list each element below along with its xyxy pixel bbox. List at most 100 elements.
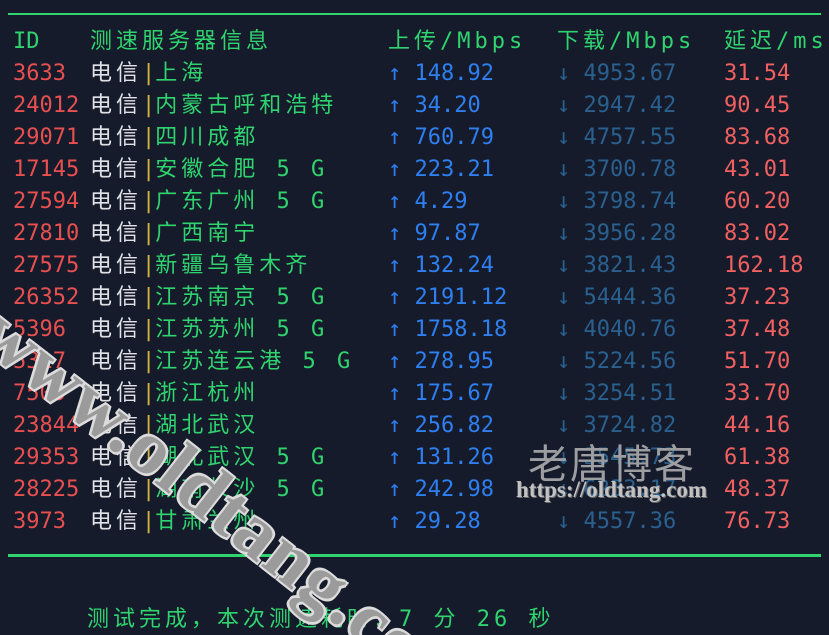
table-row: 7509 电信|浙江杭州 ↑ 175.67 ↓ 3254.51 33.70 bbox=[0, 378, 829, 410]
row-carrier: 电信 bbox=[90, 445, 143, 470]
row-latency: 162.18 bbox=[724, 253, 804, 278]
table-row: 3633 电信|上海 ↑ 148.92 ↓ 4953.67 31.54 bbox=[0, 58, 829, 90]
row-upload: ↑ 1758.18 bbox=[388, 317, 508, 342]
row-server: 电信|湖南长沙 5 G bbox=[90, 474, 328, 506]
row-download: ↓ 5444.36 bbox=[557, 285, 677, 310]
row-upload: ↑ 223.21 bbox=[388, 157, 494, 182]
row-download: ↓ 2947.42 bbox=[557, 93, 677, 118]
row-location: 四川成都 bbox=[155, 125, 260, 150]
row-carrier: 电信 bbox=[90, 61, 143, 86]
row-carrier: 电信 bbox=[90, 381, 143, 406]
row-latency: 51.70 bbox=[724, 349, 791, 374]
carrier-location-separator: | bbox=[142, 381, 156, 406]
row-server: 电信|四川成都 bbox=[90, 122, 259, 154]
row-download: ↓ 5224.56 bbox=[557, 349, 677, 374]
row-server: 电信|上海 bbox=[90, 58, 207, 90]
row-id: 28225 bbox=[13, 477, 80, 502]
row-latency: 60.20 bbox=[724, 189, 791, 214]
row-upload: ↑ 278.95 bbox=[388, 349, 494, 374]
table-header: ID 测速服务器信息 上传/Mbps 下载/Mbps 延迟/ms bbox=[0, 26, 829, 58]
row-latency: 48.37 bbox=[724, 477, 791, 502]
row-location: 新疆乌鲁木齐 bbox=[155, 253, 312, 278]
carrier-location-separator: | bbox=[142, 477, 156, 502]
row-location: 上海 bbox=[155, 61, 208, 86]
table-row: 3973 电信|甘肃兰州 ↑ 29.28 ↓ 4557.36 76.73 bbox=[0, 506, 829, 538]
table-row: 5396 电信|江苏苏州 5 G ↑ 1758.18 ↓ 4040.76 37.48 bbox=[0, 314, 829, 346]
row-carrier: 电信 bbox=[90, 413, 143, 438]
row-carrier: 电信 bbox=[90, 317, 143, 342]
carrier-location-separator: | bbox=[142, 157, 156, 182]
row-location: 内蒙古呼和浩特 bbox=[155, 93, 338, 118]
row-id: 27810 bbox=[13, 221, 80, 246]
row-download: ↓ 3700.78 bbox=[557, 157, 677, 182]
header-id: ID bbox=[13, 29, 40, 54]
table-row: 24012 电信|内蒙古呼和浩特 ↑ 34.20 ↓ 2947.42 90.45 bbox=[0, 90, 829, 122]
row-location: 浙江杭州 bbox=[155, 381, 260, 406]
row-server: 电信|江苏南京 5 G bbox=[90, 282, 328, 314]
row-server: 电信|江苏苏州 5 G bbox=[90, 314, 328, 346]
row-carrier: 电信 bbox=[90, 93, 143, 118]
row-id: 3973 bbox=[13, 509, 66, 534]
row-server: 电信|湖北武汉 5 G bbox=[90, 442, 328, 474]
row-carrier: 电信 bbox=[90, 221, 143, 246]
row-download: ↓ 4953.67 bbox=[557, 61, 677, 86]
row-server: 电信|广东广州 5 G bbox=[90, 186, 328, 218]
row-server: 电信|湖北武汉 bbox=[90, 410, 259, 442]
row-download: ↓ 3821.43 bbox=[557, 253, 677, 278]
row-carrier: 电信 bbox=[90, 477, 143, 502]
row-carrier: 电信 bbox=[90, 509, 143, 534]
divider-top bbox=[8, 13, 821, 15]
row-download: ↓ 6233.17 bbox=[557, 477, 677, 502]
row-id: 17145 bbox=[13, 157, 80, 182]
row-carrier: 电信 bbox=[90, 189, 143, 214]
row-download: ↓ 3798.74 bbox=[557, 189, 677, 214]
row-upload: ↑ 148.92 bbox=[388, 61, 494, 86]
row-id: 26352 bbox=[13, 285, 80, 310]
carrier-location-separator: | bbox=[142, 509, 156, 534]
row-id: 24012 bbox=[13, 93, 80, 118]
carrier-location-separator: | bbox=[142, 445, 156, 470]
row-id: 23844 bbox=[13, 413, 80, 438]
carrier-location-separator: | bbox=[142, 285, 156, 310]
row-upload: ↑ 97.87 bbox=[388, 221, 481, 246]
row-upload: ↑ 760.79 bbox=[388, 125, 494, 150]
row-download: ↓ 3956.28 bbox=[557, 221, 677, 246]
row-carrier: 电信 bbox=[90, 125, 143, 150]
row-server: 电信|甘肃兰州 bbox=[90, 506, 259, 538]
row-location: 湖南长沙 5 G bbox=[155, 477, 329, 502]
row-server: 电信|浙江杭州 bbox=[90, 378, 259, 410]
table-row: 27594 电信|广东广州 5 G ↑ 4.29 ↓ 3798.74 60.20 bbox=[0, 186, 829, 218]
row-download: ↓ 3724.82 bbox=[557, 413, 677, 438]
row-id: 29071 bbox=[13, 125, 80, 150]
row-download: ↓ 3545.73 bbox=[557, 445, 677, 470]
row-latency: 37.23 bbox=[724, 285, 791, 310]
row-location: 江苏南京 5 G bbox=[155, 285, 329, 310]
row-location: 甘肃兰州 bbox=[155, 509, 260, 534]
carrier-location-separator: | bbox=[142, 317, 156, 342]
row-id: 5317 bbox=[13, 349, 66, 374]
row-id: 7509 bbox=[13, 381, 66, 406]
row-latency: 83.68 bbox=[724, 125, 791, 150]
watermark-brand: 老唐博客 bbox=[528, 442, 696, 488]
row-latency: 90.45 bbox=[724, 93, 791, 118]
carrier-location-separator: | bbox=[142, 125, 156, 150]
table-row: 27575 电信|新疆乌鲁木齐 ↑ 132.24 ↓ 3821.43 162.18 bbox=[0, 250, 829, 282]
row-latency: 61.38 bbox=[724, 445, 791, 470]
row-latency: 83.02 bbox=[724, 221, 791, 246]
carrier-location-separator: | bbox=[142, 349, 156, 374]
row-location: 湖北武汉 bbox=[155, 413, 260, 438]
row-carrier: 电信 bbox=[90, 157, 143, 182]
row-carrier: 电信 bbox=[90, 349, 143, 374]
row-upload: ↑ 131.26 bbox=[388, 445, 494, 470]
table-row: 23844 电信|湖北武汉 ↑ 256.82 ↓ 3724.82 44.16 bbox=[0, 410, 829, 442]
row-latency: 33.70 bbox=[724, 381, 791, 406]
row-server: 电信|江苏连云港 5 G bbox=[90, 346, 354, 378]
row-location: 广东广州 5 G bbox=[155, 189, 329, 214]
row-upload: ↑ 2191.12 bbox=[388, 285, 508, 310]
carrier-location-separator: | bbox=[142, 253, 156, 278]
row-server: 电信|内蒙古呼和浩特 bbox=[90, 90, 337, 122]
test-duration: 7 分 26 秒 bbox=[399, 607, 555, 632]
header-latency: 延迟/ms bbox=[724, 29, 828, 54]
table-row: 27810 电信|广西南宁 ↑ 97.87 ↓ 3956.28 83.02 bbox=[0, 218, 829, 250]
